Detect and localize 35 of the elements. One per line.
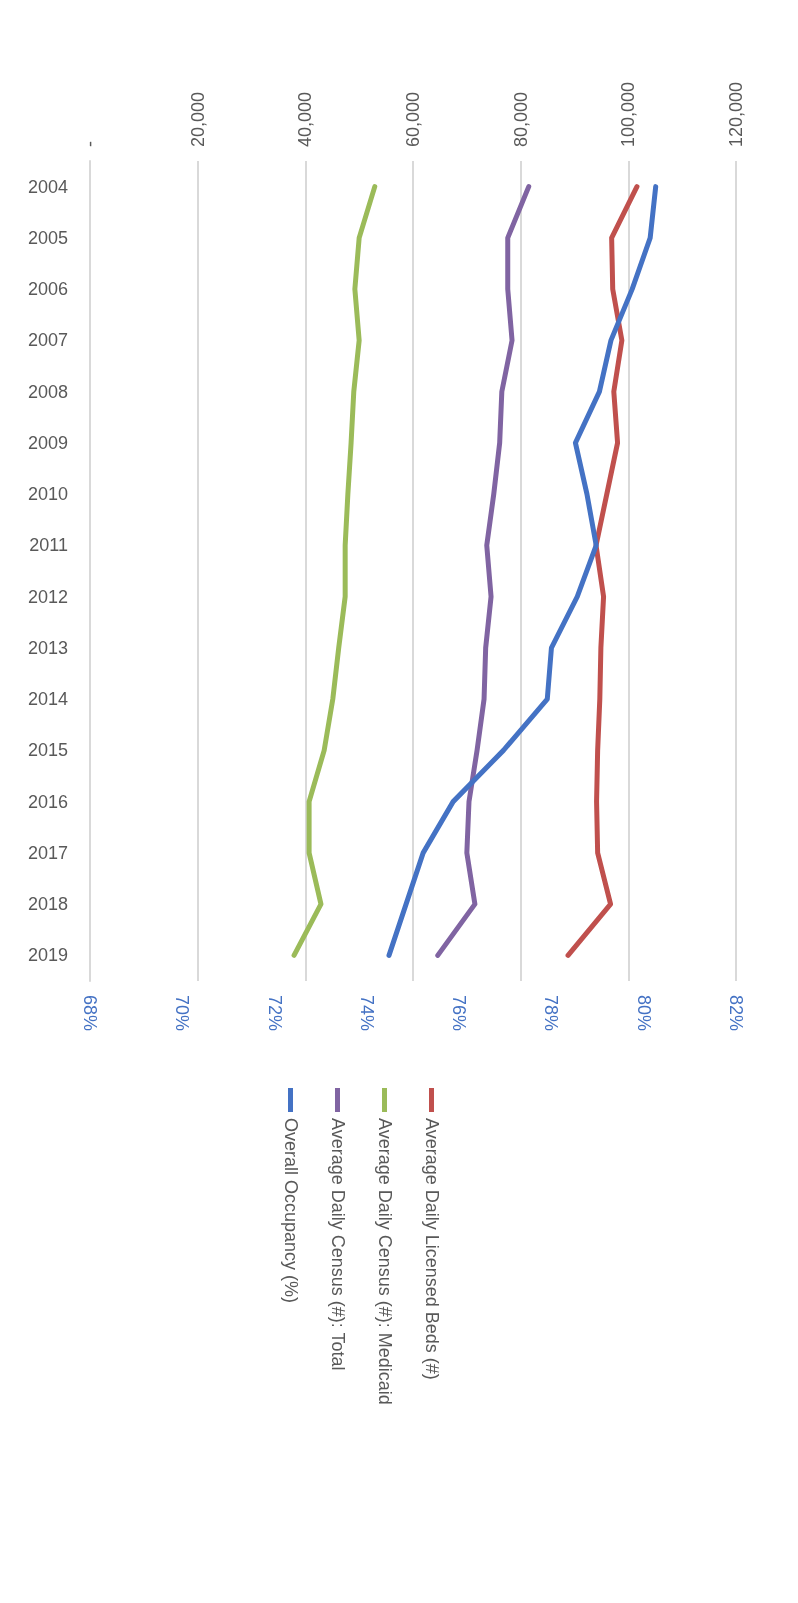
x2-tick-label: 20,000: [187, 91, 208, 147]
y-tick-label: 2004: [27, 176, 68, 197]
x2-tick-label: -: [80, 141, 100, 147]
x-tick-label: 68%: [80, 995, 100, 1032]
y-tick-label: 2011: [29, 535, 68, 556]
y-tick-label: 2006: [27, 279, 68, 300]
legend-label: Average Daily Census (#): Medicaid: [374, 1118, 395, 1405]
x-tick-label: 78%: [541, 995, 562, 1032]
y-tick-label: 2016: [27, 791, 68, 812]
legend-label: Overall Occupancy (%): [280, 1118, 301, 1304]
x2-tick-label: 60,000: [403, 91, 423, 147]
x-tick-label: 82%: [726, 995, 746, 1032]
x-tick-label: 72%: [264, 995, 285, 1032]
y-tick-label: 2015: [27, 740, 68, 761]
y-tick-label: 2018: [27, 894, 68, 915]
y-tick-label: 2005: [27, 227, 68, 248]
x2-tick-label: 100,000: [618, 81, 639, 147]
y-tick-label: 2008: [27, 381, 68, 402]
legend-label: Average Daily Licensed Beds (#): [421, 1118, 442, 1380]
x-tick-label: 80%: [633, 995, 654, 1032]
y-tick-label: 2007: [27, 330, 68, 351]
x2-tick-label: 80,000: [510, 91, 531, 147]
y-tick-label: 2019: [27, 945, 68, 966]
x-tick-label: 70%: [172, 995, 193, 1032]
y-tick-label: 2014: [27, 689, 68, 710]
x-tick-label: 74%: [356, 995, 377, 1032]
x2-tick-label: 120,000: [726, 81, 746, 147]
x2-tick-label: 40,000: [295, 91, 316, 147]
legend-label: Average Daily Census (#): Total: [327, 1118, 348, 1371]
y-tick-label: 2017: [27, 842, 68, 863]
y-tick-label: 2009: [27, 432, 68, 453]
y-tick-label: 2013: [27, 637, 68, 658]
y-tick-label: 2012: [27, 586, 68, 607]
y-tick-label: 2010: [27, 484, 68, 505]
x-tick-label: 76%: [449, 995, 470, 1032]
